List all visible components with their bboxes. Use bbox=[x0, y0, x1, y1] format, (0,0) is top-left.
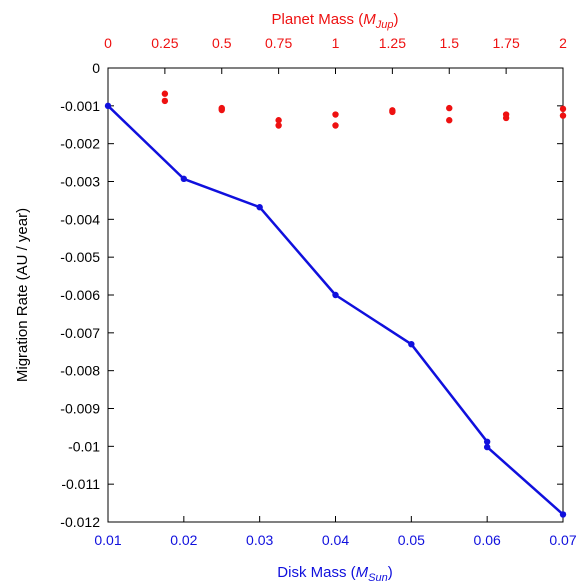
top-tick-label: 2 bbox=[559, 35, 567, 51]
left-tick-label: -0.009 bbox=[60, 401, 100, 417]
series-0-point bbox=[332, 291, 339, 299]
left-tick-label: -0.002 bbox=[60, 136, 100, 152]
bottom-tick-label: 0.01 bbox=[94, 532, 121, 548]
left-tick-label: -0.003 bbox=[60, 174, 100, 190]
series-1-point bbox=[559, 105, 567, 113]
series-1-point bbox=[218, 106, 225, 114]
left-tick-label: -0.012 bbox=[60, 514, 100, 530]
left-tick-label: 0 bbox=[92, 60, 100, 76]
top-tick-label: 1 bbox=[332, 35, 340, 51]
left-tick-label: -0.01 bbox=[68, 438, 100, 454]
series-0-point bbox=[559, 511, 567, 518]
series-1-point bbox=[446, 117, 453, 124]
series-1-point bbox=[502, 114, 510, 122]
series-0-point bbox=[180, 175, 188, 183]
left-tick-label: -0.004 bbox=[60, 211, 100, 227]
left-tick-label: -0.011 bbox=[61, 476, 100, 492]
series-1-point bbox=[161, 97, 169, 105]
bottom-tick-label: 0.06 bbox=[474, 532, 501, 548]
top-tick-label: 0.5 bbox=[212, 35, 232, 51]
series-1-point bbox=[389, 108, 396, 116]
series-1-point bbox=[275, 122, 282, 129]
top-axis-title: Planet Mass (MJup) bbox=[272, 11, 399, 31]
bottom-axis-title: Disk Mass (MSun) bbox=[277, 564, 392, 584]
bottom-tick-label: 0.03 bbox=[246, 532, 273, 548]
series-1-point bbox=[559, 112, 567, 119]
bottom-tick-label: 0.02 bbox=[170, 532, 197, 548]
series-1-point bbox=[332, 111, 339, 118]
top-tick-label: 0.25 bbox=[151, 35, 178, 51]
bottom-axis-ticks: 0.01 0.02 0.03 0.04 0.05 0.06 0.07 bbox=[94, 516, 577, 548]
top-tick-label: 1.25 bbox=[379, 35, 406, 51]
bottom-tick-label: 0.05 bbox=[398, 532, 425, 548]
top-axis-ticks: 0 0.25 0.5 0.75 1 1.25 1.5 1.75 2 bbox=[104, 35, 567, 74]
left-axis-title: Migration Rate (AU / year) bbox=[14, 208, 31, 382]
left-axis-ticks: 0 -0.001 -0.002 -0.003 -0.004 -0.005 -0.006 -0.… bbox=[60, 60, 563, 530]
series-1-point bbox=[446, 104, 453, 112]
series-layer bbox=[104, 90, 567, 518]
series-0-point bbox=[408, 340, 415, 348]
series-0-point bbox=[483, 438, 491, 445]
series-1-point bbox=[275, 117, 282, 124]
top-tick-label: 1.5 bbox=[440, 35, 460, 51]
left-tick-label: -0.008 bbox=[60, 363, 100, 379]
left-tick-label: -0.007 bbox=[60, 325, 100, 341]
top-tick-label: 0.75 bbox=[265, 35, 292, 51]
left-tick-label: -0.005 bbox=[60, 249, 100, 265]
series-0-point bbox=[104, 102, 112, 110]
series-0-point bbox=[256, 204, 263, 211]
series-1-point bbox=[332, 122, 339, 129]
series-1-point bbox=[161, 90, 169, 97]
left-tick-label: -0.006 bbox=[60, 287, 100, 303]
bottom-tick-label: 0.07 bbox=[549, 532, 576, 548]
left-tick-label: -0.001 bbox=[60, 98, 100, 114]
top-tick-label: 0 bbox=[104, 35, 112, 51]
bottom-tick-label: 0.04 bbox=[322, 532, 349, 548]
top-tick-label: 1.75 bbox=[493, 35, 520, 51]
series-0-line bbox=[107, 104, 564, 516]
series-0-point bbox=[483, 443, 491, 451]
